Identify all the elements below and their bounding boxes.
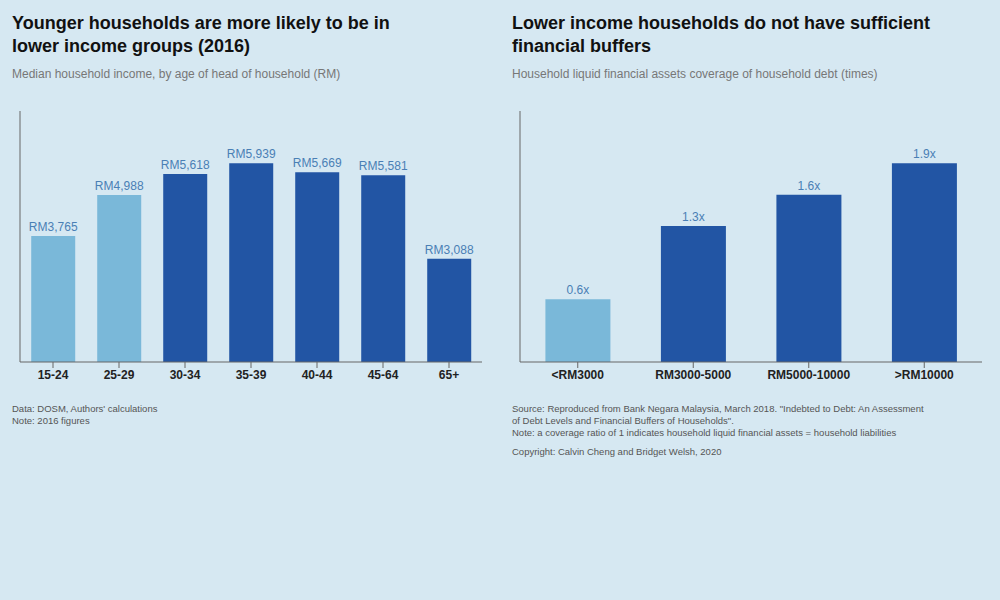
svg-text:RM5,581: RM5,581 — [359, 159, 408, 173]
svg-text:RM5,618: RM5,618 — [161, 158, 210, 172]
svg-text:RM3,765: RM3,765 — [29, 220, 78, 234]
svg-text:35-39: 35-39 — [236, 367, 267, 381]
html-text:Median household income, by ag: Median household income, by age of head … — [12, 66, 341, 81]
svg-text:RM5000-10000: RM5000-10000 — [767, 367, 850, 381]
svg-text:1.3x: 1.3x — [682, 210, 705, 224]
html-text:Younger households are more li: Younger households are more likely to be… — [12, 13, 390, 57]
svg-text:30-34: 30-34 — [170, 367, 201, 381]
svg-text:>RM10000: >RM10000 — [895, 367, 954, 381]
svg-text:25-29: 25-29 — [104, 367, 135, 381]
svg-text:0.6x: 0.6x — [567, 283, 590, 297]
svg-text:<RM3000: <RM3000 — [552, 367, 605, 381]
svg-text:RM5,669: RM5,669 — [293, 156, 342, 170]
html-text:Household liquid financial ass: Household liquid financial assets covera… — [512, 66, 878, 81]
svg-text:1.9x: 1.9x — [913, 147, 936, 161]
svg-text:RM5,939: RM5,939 — [227, 147, 276, 161]
svg-text:40-44: 40-44 — [302, 367, 333, 381]
html-text:Lower income households do not: Lower income households do not have suff… — [512, 13, 930, 57]
svg-text:15-24: 15-24 — [38, 367, 69, 381]
html-text:Copyright: Calvin Cheng and Br: Copyright: Calvin Cheng and Bridget Wels… — [512, 445, 722, 457]
html-text:Data: DOSM, Authors' calculati: Data: DOSM, Authors' calculations Note: … — [12, 402, 158, 427]
svg-text:RM3000-5000: RM3000-5000 — [655, 367, 731, 381]
html-text:Source: Reproduced from Bank N: Source: Reproduced from Bank Negara Mala… — [512, 402, 924, 439]
svg-text:1.6x: 1.6x — [798, 178, 821, 192]
svg-text:45-64: 45-64 — [368, 367, 399, 381]
svg-text:RM4,988: RM4,988 — [95, 179, 144, 193]
svg-text:65+: 65+ — [439, 367, 459, 381]
svg-text:RM3,088: RM3,088 — [425, 242, 474, 256]
